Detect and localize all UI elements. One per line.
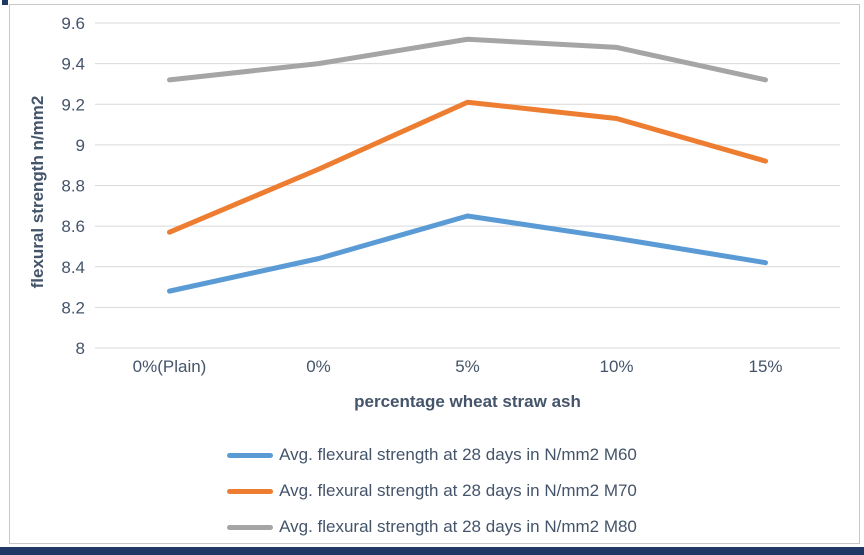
y-tick-label: 8.8	[61, 177, 85, 196]
legend-item: Avg. flexural strength at 28 days in N/m…	[227, 514, 637, 540]
x-tick-label: 15%	[748, 357, 782, 376]
line-chart-plot-area: 8 8.2 8.4 8.6 8.8 9 9.2 9.4 9.6 0%(Plain) 0% 5% 10% 1…	[61, 14, 840, 376]
y-tick-label: 9.6	[61, 14, 85, 33]
x-tick-label: 0%(Plain)	[133, 357, 207, 376]
x-tick-label: 10%	[599, 357, 633, 376]
legend-line-swatch	[227, 524, 274, 530]
legend-line-swatch	[227, 488, 274, 494]
series-line	[167, 36, 768, 83]
series-line	[167, 99, 768, 235]
bottom-accent-bar	[0, 547, 864, 555]
legend-label: Avg. flexural strength at 28 days in N/m…	[279, 517, 637, 536]
y-tick-label: 8	[76, 339, 85, 358]
y-tick-label: 9.4	[61, 55, 85, 74]
x-tick-label: 5%	[455, 357, 480, 376]
y-tick-label: 8.6	[61, 217, 85, 236]
legend-line-swatch	[227, 452, 274, 458]
y-tick-label: 8.2	[61, 298, 85, 317]
selection-corner-mark	[2, 0, 8, 5]
chart-legend: Avg. flexural strength at 28 days in N/m…	[0, 442, 864, 540]
y-tick-label: 9.2	[61, 95, 85, 114]
y-axis-title: flexural strength n/mm2	[28, 95, 47, 289]
legend-label: Avg. flexural strength at 28 days in N/m…	[279, 445, 637, 464]
legend-item: Avg. flexural strength at 28 days in N/m…	[227, 478, 637, 504]
chart-frame	[9, 4, 860, 544]
series-line	[167, 213, 768, 294]
x-axis-title: percentage wheat straw ash	[354, 392, 581, 411]
legend-label: Avg. flexural strength at 28 days in N/m…	[279, 481, 637, 500]
legend-item: Avg. flexural strength at 28 days in N/m…	[227, 442, 637, 468]
x-tick-label: 0%	[306, 357, 331, 376]
y-tick-label: 8.4	[61, 258, 85, 277]
y-tick-label: 9	[76, 136, 85, 155]
